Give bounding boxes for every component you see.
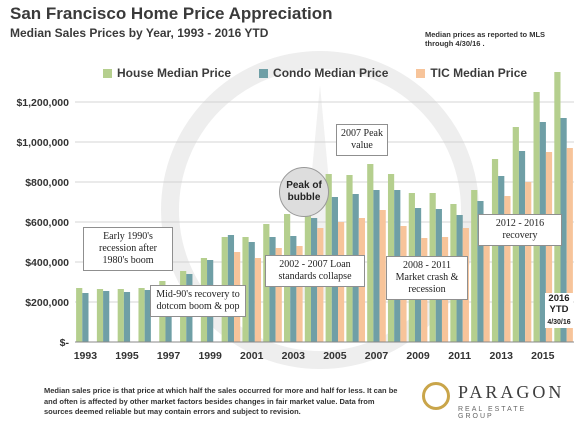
y-tick-label: $- — [60, 337, 70, 349]
x-tick-label: 2007 — [365, 350, 389, 362]
bar-condo-2003 — [290, 236, 297, 342]
y-tick-label: $1,200,000 — [16, 97, 69, 109]
chart-subtitle: Median Sales Prices by Year, 1993 - 2016… — [10, 26, 269, 40]
bar-tic-2007 — [379, 210, 386, 342]
x-tick-label: 1993 — [74, 350, 98, 362]
annotation-recovery: 2012 - 2016 recovery — [478, 214, 562, 246]
bar-condo-2002 — [269, 237, 276, 342]
axes: $- $200,000 $400,000 $600,000 $800,000 $1,000… — [16, 97, 574, 362]
bar-house-1994 — [96, 289, 104, 342]
watermark-circle — [161, 51, 479, 369]
ytd-label: 2016 YTD 4/30/16 — [545, 293, 573, 328]
bar-house-1993 — [76, 288, 83, 342]
peak-of-bubble-marker: Peak of bubble — [279, 167, 329, 217]
x-tick-label: 2003 — [282, 350, 306, 362]
bar-condo-2016 — [560, 118, 567, 342]
x-tick-label: 2009 — [406, 350, 430, 362]
x-tick-label: 2011 — [448, 350, 471, 362]
x-tick-label: 1997 — [157, 350, 181, 362]
bar-condo-2001 — [248, 242, 255, 342]
annotation-mid-90s: Mid-90's recovery to dotcom boom & pop — [150, 285, 246, 317]
bar-house-2012 — [471, 190, 478, 342]
paragon-logo: PARAGON REAL ESTATE GROUP — [420, 380, 561, 420]
x-tick-label: 2001 — [240, 350, 264, 362]
legend-item-tic: TIC Median Price — [416, 66, 527, 80]
y-tick-label: $1,000,000 — [16, 137, 69, 149]
legend-label-condo: Condo Median Price — [273, 66, 389, 80]
y-tick-label: $400,000 — [25, 257, 69, 269]
x-tick-label: 2015 — [531, 350, 555, 362]
logo-mark-icon — [422, 382, 450, 410]
bar-tic-2002 — [275, 248, 282, 342]
bar-tic-2014 — [525, 182, 532, 342]
annotation-loan-collapse: 2002 - 2007 Loan standards collapse — [265, 255, 365, 287]
chart-title: San Francisco Home Price Appreciation — [10, 4, 333, 23]
legend: House Median Price Condo Median Price TI… — [103, 66, 527, 80]
bar-condo-2012 — [477, 201, 484, 342]
bar-condo-1994 — [103, 291, 110, 342]
logo-name: PARAGON — [458, 382, 565, 402]
y-tick-label: $800,000 — [25, 177, 69, 189]
bar-tic-2003 — [296, 246, 303, 342]
bar-tic-2012 — [483, 220, 490, 342]
legend-swatch-tic — [416, 68, 426, 78]
ytd-text: 2016 YTD — [548, 293, 570, 315]
bar-house-1996 — [138, 288, 145, 342]
logo-tagline: REAL ESTATE GROUP — [458, 406, 527, 420]
bar-condo-2013 — [498, 176, 505, 342]
x-tick-label: 2013 — [490, 350, 514, 362]
bar-condo-1996 — [144, 290, 151, 342]
annotation-2007-peak: 2007 Peak value — [336, 124, 388, 156]
legend-swatch-house — [103, 68, 112, 78]
bar-house-2013 — [491, 159, 499, 342]
legend-label-house: House Median Price — [117, 66, 232, 80]
x-tick-label: 1999 — [198, 350, 222, 362]
legend-item-house: House Median Price — [103, 66, 231, 80]
legend-label-tic: TIC Median Price — [430, 66, 528, 80]
annotation-early-90s: Early 1990's recession after 1980's boom — [83, 227, 173, 271]
bar-condo-2014 — [518, 151, 526, 342]
bar-house-1995 — [117, 289, 124, 342]
bar-house-2016 — [554, 72, 561, 342]
bar-condo-1995 — [123, 292, 131, 342]
legend-item-condo: Condo Median Price — [259, 66, 388, 80]
bar-condo-2007 — [373, 190, 380, 342]
y-tick-label: $600,000 — [25, 217, 69, 229]
y-tick-label: $200,000 — [25, 297, 69, 309]
x-tick-label: 1995 — [115, 350, 139, 362]
legend-swatch-condo — [259, 68, 269, 78]
bar-tic-2015 — [545, 152, 553, 342]
bar-house-2007 — [367, 164, 374, 342]
mls-note: Median prices as reported to MLS through… — [425, 30, 546, 48]
x-tick-label: 2005 — [323, 350, 347, 362]
bar-condo-1993 — [82, 293, 89, 342]
annotation-crash: 2008 - 2011 Market crash & recession — [386, 256, 468, 300]
bar-tic-2001 — [254, 258, 262, 342]
bar-tic-2013 — [504, 196, 511, 342]
ytd-date: 4/30/16 — [547, 319, 571, 326]
footnote: Median sales price is that price at whic… — [44, 386, 398, 416]
bar-tic-2016 — [566, 148, 573, 342]
